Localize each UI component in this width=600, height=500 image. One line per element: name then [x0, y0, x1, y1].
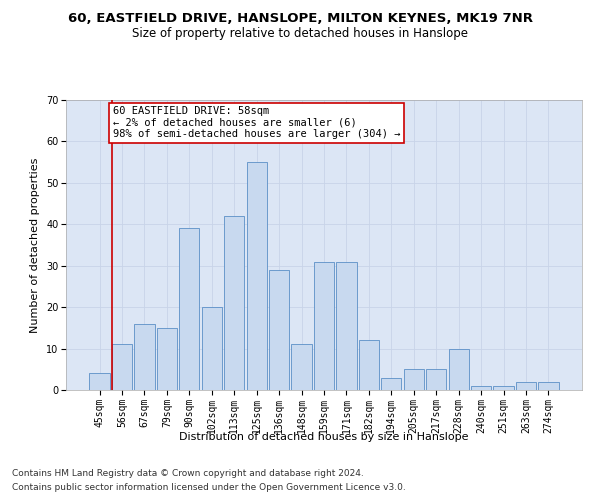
Bar	[157, 328, 177, 390]
Bar	[269, 270, 289, 390]
Bar	[471, 386, 491, 390]
Bar	[292, 344, 311, 390]
Bar	[202, 307, 222, 390]
Bar	[89, 374, 110, 390]
Bar	[449, 348, 469, 390]
Text: Size of property relative to detached houses in Hanslope: Size of property relative to detached ho…	[132, 28, 468, 40]
Bar	[179, 228, 199, 390]
Text: Distribution of detached houses by size in Hanslope: Distribution of detached houses by size …	[179, 432, 469, 442]
Bar	[224, 216, 244, 390]
Bar	[426, 370, 446, 390]
Bar	[134, 324, 155, 390]
Bar	[112, 344, 132, 390]
Text: 60 EASTFIELD DRIVE: 58sqm
← 2% of detached houses are smaller (6)
98% of semi-de: 60 EASTFIELD DRIVE: 58sqm ← 2% of detach…	[113, 106, 401, 140]
Bar	[516, 382, 536, 390]
Bar	[359, 340, 379, 390]
Bar	[337, 262, 356, 390]
Bar	[314, 262, 334, 390]
Text: Contains HM Land Registry data © Crown copyright and database right 2024.: Contains HM Land Registry data © Crown c…	[12, 468, 364, 477]
Bar	[493, 386, 514, 390]
Text: Contains public sector information licensed under the Open Government Licence v3: Contains public sector information licen…	[12, 484, 406, 492]
Bar	[404, 370, 424, 390]
Y-axis label: Number of detached properties: Number of detached properties	[31, 158, 40, 332]
Text: 60, EASTFIELD DRIVE, HANSLOPE, MILTON KEYNES, MK19 7NR: 60, EASTFIELD DRIVE, HANSLOPE, MILTON KE…	[67, 12, 533, 26]
Bar	[247, 162, 267, 390]
Bar	[538, 382, 559, 390]
Bar	[381, 378, 401, 390]
